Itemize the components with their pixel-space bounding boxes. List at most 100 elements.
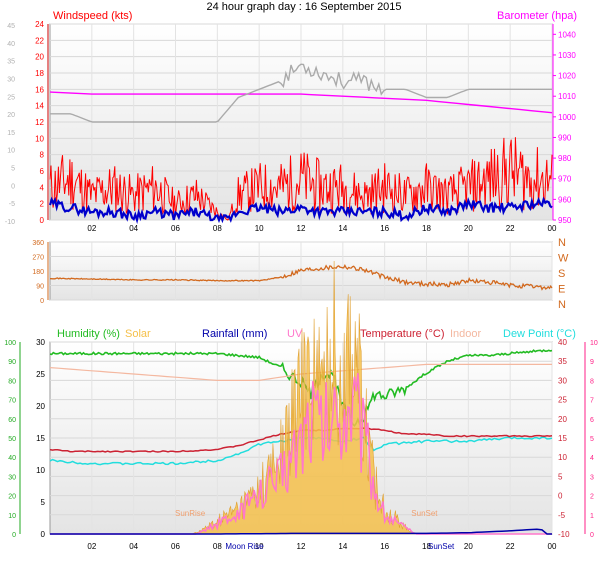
wind-y-tick-label: 4 bbox=[40, 183, 45, 192]
temp-y-tick-label: 35 bbox=[558, 357, 567, 366]
temp-y-tick-label: -10 bbox=[558, 530, 570, 539]
wind-faint-y-tick-label: 0 bbox=[11, 183, 15, 190]
uv-y-tick-label: 7 bbox=[590, 398, 594, 405]
humidity-y-tick-label: 80 bbox=[8, 378, 16, 385]
wx-mid-y-tick-label: 0 bbox=[41, 530, 46, 539]
wx-legend-item: UV bbox=[287, 328, 303, 340]
wx-legend-item: Rainfall (mm) bbox=[202, 328, 267, 340]
moonrise-label: Moon Rise bbox=[225, 542, 264, 551]
wx-legend-item: Dew Point (°C) bbox=[503, 328, 576, 340]
uv-y-tick-label: 3 bbox=[590, 474, 594, 481]
wind-series-wind bbox=[49, 137, 553, 221]
wx-x-tick-label: 00 bbox=[548, 542, 557, 551]
uv-y-tick-label: 5 bbox=[590, 436, 594, 443]
humidity-y-tick-label: 70 bbox=[8, 398, 16, 405]
dir-series bbox=[50, 263, 553, 291]
compass-label: E bbox=[558, 284, 565, 296]
wind-x-tick-label: 12 bbox=[297, 224, 306, 233]
wx-x-tick-label: 10 bbox=[255, 542, 264, 551]
barometer-y-tick-label: 1030 bbox=[558, 51, 576, 60]
dir-y-tick-label: 360 bbox=[32, 240, 44, 247]
barometer-y-tick-label: 980 bbox=[558, 154, 572, 163]
wind-y-tick-label: 0 bbox=[40, 216, 45, 225]
wind-y-tick-label: 18 bbox=[35, 69, 44, 78]
wind-faint-y-tick-label: 40 bbox=[7, 41, 15, 48]
wx-mid-y-tick-label: 10 bbox=[36, 466, 45, 475]
wx-series-rainfall bbox=[50, 528, 552, 535]
barometer-y-tick-label: 1010 bbox=[558, 92, 576, 101]
temp-y-tick-label: 20 bbox=[558, 415, 567, 424]
wind-faint-y-tick-label: 20 bbox=[7, 112, 15, 119]
wx-mid-y-tick-label: 30 bbox=[36, 338, 45, 347]
wind-faint-y-tick-label: 25 bbox=[7, 94, 15, 101]
uv-y-tick-label: 4 bbox=[590, 455, 594, 462]
temp-y-tick-label: 25 bbox=[558, 396, 567, 405]
wind-y-tick-label: 20 bbox=[35, 53, 44, 62]
wx-series-humidity bbox=[49, 349, 553, 427]
wind-x-tick-label: 08 bbox=[213, 224, 222, 233]
wx-x-tick-label: 04 bbox=[129, 542, 138, 551]
wx-x-tick-label: 20 bbox=[464, 542, 473, 551]
temp-y-tick-label: 40 bbox=[558, 338, 567, 347]
wind-series-gust bbox=[48, 196, 553, 225]
uv-y-tick-label: 10 bbox=[590, 340, 598, 347]
humidity-y-tick-label: 20 bbox=[8, 494, 16, 501]
humidity-y-tick-label: 40 bbox=[8, 455, 16, 462]
wind-x-tick-label: 20 bbox=[464, 224, 473, 233]
wind-y-tick-label: 6 bbox=[40, 167, 45, 176]
dir-y-tick-label: 0 bbox=[40, 298, 44, 305]
barometer-legend: Barometer (hpa) bbox=[497, 10, 577, 22]
wind-x-tick-label: 06 bbox=[171, 224, 180, 233]
humidity-y-tick-label: 90 bbox=[8, 359, 16, 366]
temp-y-tick-label: 30 bbox=[558, 376, 567, 385]
wind-y-tick-label: 8 bbox=[40, 151, 45, 160]
humidity-y-tick-label: 100 bbox=[4, 340, 16, 347]
wind-y-tick-label: 14 bbox=[35, 102, 44, 111]
windspeed-legend: Windspeed (kts) bbox=[53, 10, 132, 22]
wx-x-tick-label: 08 bbox=[213, 542, 222, 551]
temp-y-tick-label: 0 bbox=[558, 492, 563, 501]
barometer-y-tick-label: 1000 bbox=[558, 113, 576, 122]
wx-x-tick-label: 12 bbox=[297, 542, 306, 551]
dir-y-tick-label: 90 bbox=[36, 284, 44, 291]
wind-faint-y-tick-label: -5 bbox=[9, 201, 15, 208]
compass-label: N bbox=[558, 299, 566, 311]
wind-x-tick-label: 18 bbox=[422, 224, 431, 233]
wx-x-tick-label: 22 bbox=[506, 542, 515, 551]
humidity-y-tick-label: 50 bbox=[8, 436, 16, 443]
wind-y-tick-label: 22 bbox=[35, 36, 44, 45]
wind-y-tick-label: 10 bbox=[35, 134, 44, 143]
compass-label: S bbox=[558, 268, 565, 280]
wind-faint-y-tick-label: 5 bbox=[11, 166, 15, 173]
wx-legend-item: Temperature (°C) bbox=[360, 328, 444, 340]
wind-y-tick-label: 2 bbox=[40, 200, 45, 209]
wind-x-tick-label: 22 bbox=[506, 224, 515, 233]
chart-title: 24 hour graph day : 16 September 2015 bbox=[206, 1, 401, 13]
compass-label: N bbox=[558, 237, 566, 249]
temp-y-tick-label: -5 bbox=[558, 511, 566, 520]
wind-faint-y-tick-label: 45 bbox=[7, 23, 15, 30]
wx-x-tick-label: 14 bbox=[338, 542, 347, 551]
wx-x-tick-label: 06 bbox=[171, 542, 180, 551]
wind-y-tick-label: 12 bbox=[35, 118, 44, 127]
wind-y-tick-label: 16 bbox=[35, 85, 44, 94]
uv-y-tick-label: 9 bbox=[590, 359, 594, 366]
wx-x-tick-label: 18 bbox=[422, 542, 431, 551]
humidity-y-tick-label: 10 bbox=[8, 513, 16, 520]
wind-x-tick-label: 02 bbox=[87, 224, 96, 233]
wind-faint-y-tick-label: 10 bbox=[7, 148, 15, 155]
uv-y-tick-label: 2 bbox=[590, 494, 594, 501]
humidity-y-tick-label: 0 bbox=[12, 532, 16, 539]
wx-series-indoor bbox=[49, 363, 552, 381]
wx-legend-item: Indoor bbox=[450, 328, 482, 340]
humidity-y-tick-label: 30 bbox=[8, 474, 16, 481]
uv-y-tick-label: 1 bbox=[590, 513, 594, 520]
wx-legend-item: Humidity (%) bbox=[57, 328, 120, 340]
axis-layer: 242220181614121086420454035302520151050-… bbox=[4, 20, 598, 551]
wind-x-tick-label: 16 bbox=[380, 224, 389, 233]
wind-faint-y-tick-label: 35 bbox=[7, 59, 15, 66]
barometer-y-tick-label: 1040 bbox=[558, 30, 576, 39]
dir-y-tick-label: 270 bbox=[32, 255, 44, 262]
